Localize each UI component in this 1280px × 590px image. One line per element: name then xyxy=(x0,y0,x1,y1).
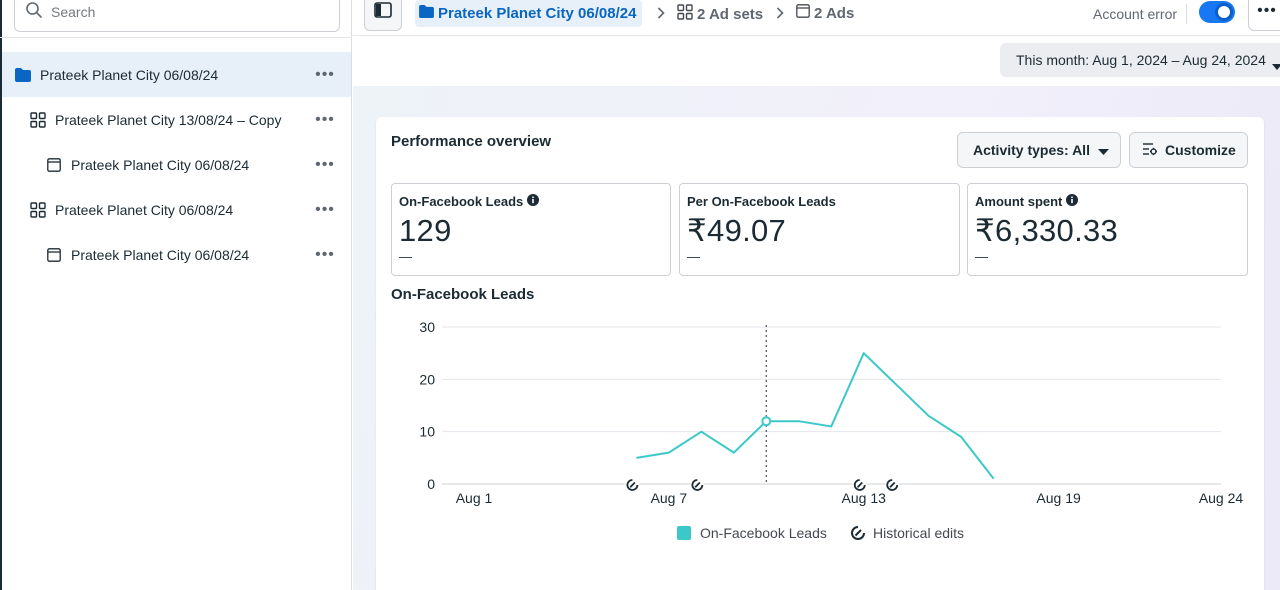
date-range-picker[interactable]: This month: Aug 1, 2024 – Aug 24, 2024 xyxy=(1000,43,1280,77)
adset-grid-icon xyxy=(677,4,697,24)
folder-icon xyxy=(419,5,438,22)
legend-item-leads[interactable]: On-Facebook Leads xyxy=(677,525,827,541)
y-tick-label: 10 xyxy=(419,424,435,440)
sidebar-panel-icon xyxy=(374,2,392,23)
ad-window-icon xyxy=(45,156,63,174)
toggle-knob xyxy=(1215,3,1233,21)
customize-button[interactable]: Customize xyxy=(1129,132,1248,168)
x-tick-label: Aug 1 xyxy=(456,490,493,506)
breadcrumb-campaign[interactable]: Prateek Planet City 06/08/24 xyxy=(415,0,643,27)
x-tick-label: Aug 24 xyxy=(1199,490,1244,506)
x-tick-label: Aug 13 xyxy=(842,490,887,506)
historical-edit-marker[interactable] xyxy=(690,478,705,492)
tree-item-adset[interactable]: Prateek Planet City 13/08/24 – Copy ••• xyxy=(2,97,351,142)
series-line xyxy=(636,352,995,480)
breadcrumb-ads[interactable]: 2 Ads xyxy=(796,4,854,22)
ad-window-icon xyxy=(45,246,63,264)
historical-edit-marker[interactable] xyxy=(625,478,640,492)
legend-label: On-Facebook Leads xyxy=(700,525,827,541)
metric-value: ₹49.07 xyxy=(687,213,787,248)
more-options-icon[interactable]: ••• xyxy=(315,200,335,218)
tree-item-ad[interactable]: Prateek Planet City 06/08/24 ••• xyxy=(2,142,351,187)
chart-title: On-Facebook Leads xyxy=(391,286,535,303)
tree-item-label: Prateek Planet City 06/08/24 xyxy=(71,156,250,173)
campaign-on-off-toggle[interactable] xyxy=(1199,1,1235,23)
folder-icon xyxy=(14,66,32,84)
x-tick-label: Aug 7 xyxy=(651,490,688,506)
metric-label: Per On-Facebook Leads xyxy=(687,194,836,209)
more-options-icon[interactable]: ••• xyxy=(315,245,335,263)
info-icon[interactable] xyxy=(1062,194,1079,209)
divider xyxy=(1186,4,1187,24)
more-options-icon[interactable]: ••• xyxy=(315,110,335,128)
activity-types-dropdown[interactable]: Activity types: All xyxy=(957,132,1121,168)
legend-swatch xyxy=(677,526,691,540)
search-icon xyxy=(25,1,43,24)
breadcrumb-adsets[interactable]: 2 Ad sets xyxy=(677,4,763,24)
breadcrumb-ads-label: 2 Ads xyxy=(814,4,855,22)
adset-grid-icon xyxy=(29,111,47,129)
x-tick-label: Aug 19 xyxy=(1036,490,1081,506)
adset-grid-icon xyxy=(29,201,47,219)
metric-delta: — xyxy=(399,249,412,264)
metric-card-per-lead[interactable]: Per On-Facebook Leads ₹49.07 — xyxy=(679,183,960,276)
top-bar: Prateek Planet City 06/08/24 2 Ad sets 2… xyxy=(353,0,1280,36)
tree-item-label: Prateek Planet City 06/08/24 xyxy=(55,201,234,218)
more-options-button[interactable]: ••• xyxy=(1248,0,1280,31)
historical-edit-marker[interactable] xyxy=(852,478,867,492)
legend-label: Historical edits xyxy=(873,525,965,541)
tree-item-label: Prateek Planet City 06/08/24 xyxy=(71,246,250,263)
account-error-status[interactable]: Account error xyxy=(1093,6,1178,22)
date-range-label: This month: Aug 1, 2024 – Aug 24, 2024 xyxy=(1016,52,1266,68)
tree-item-campaign[interactable]: Prateek Planet City 06/08/24 ••• xyxy=(2,52,351,97)
breadcrumb-campaign-label: Prateek Planet City 06/08/24 xyxy=(438,5,637,22)
more-options-icon[interactable]: ••• xyxy=(315,155,335,173)
metric-value: ₹6,330.33 xyxy=(975,213,1119,248)
search-box[interactable] xyxy=(14,0,340,32)
y-tick-label: 20 xyxy=(419,371,435,387)
caret-down-icon xyxy=(1090,142,1109,158)
historical-edit-marker[interactable] xyxy=(885,478,900,492)
metric-value: 129 xyxy=(399,213,452,248)
metric-card-leads[interactable]: On-Facebook Leads 129 — xyxy=(391,183,671,276)
data-point xyxy=(761,416,772,427)
metric-card-amount-spent[interactable]: Amount spent ₹6,330.33 — xyxy=(967,183,1248,276)
metric-label: On-Facebook Leads xyxy=(399,194,524,209)
customize-settings-icon xyxy=(1142,142,1165,159)
y-tick-label: 0 xyxy=(427,476,435,492)
y-tick-label: 30 xyxy=(419,319,435,335)
search-input[interactable] xyxy=(51,4,321,20)
metric-label: Amount spent xyxy=(975,194,1063,209)
tree-item-ad[interactable]: Prateek Planet City 06/08/24 ••• xyxy=(2,232,351,277)
chevron-right-icon xyxy=(776,6,784,22)
tree-item-label: Prateek Planet City 06/08/24 xyxy=(40,66,219,83)
ad-window-icon xyxy=(796,4,814,22)
campaign-tree: Prateek Planet City 06/08/24 ••• Prateek… xyxy=(2,52,351,277)
card-title: Performance overview xyxy=(391,133,552,150)
sidebar-edge xyxy=(0,0,2,590)
historical-edit-icon xyxy=(850,525,866,541)
info-icon[interactable] xyxy=(523,194,540,209)
tree-item-label: Prateek Planet City 13/08/24 – Copy xyxy=(55,111,282,128)
performance-overview-card: Performance overview Activity types: All… xyxy=(376,117,1264,590)
sidebar: Prateek Planet City 06/08/24 ••• Prateek… xyxy=(0,0,352,590)
divider xyxy=(0,37,352,38)
metric-delta: — xyxy=(687,249,700,264)
more-options-icon[interactable]: ••• xyxy=(315,65,335,83)
customize-label: Customize xyxy=(1165,142,1236,158)
metric-delta: — xyxy=(975,249,988,264)
leads-line-chart: 0 10 20 30 Aug 1 Aug 7 Aug 13 Aug 19 Aug 24 xyxy=(419,319,1244,506)
breadcrumb-adsets-label: 2 Ad sets xyxy=(697,5,764,23)
chevron-right-icon xyxy=(657,6,665,22)
tree-item-adset[interactable]: Prateek Planet City 06/08/24 ••• xyxy=(2,187,351,232)
panel-toggle-button[interactable] xyxy=(364,0,402,31)
activity-types-label: Activity types: All xyxy=(973,142,1090,158)
caret-down-icon xyxy=(1272,57,1280,73)
legend-item-historical-edits[interactable]: Historical edits xyxy=(850,525,964,541)
